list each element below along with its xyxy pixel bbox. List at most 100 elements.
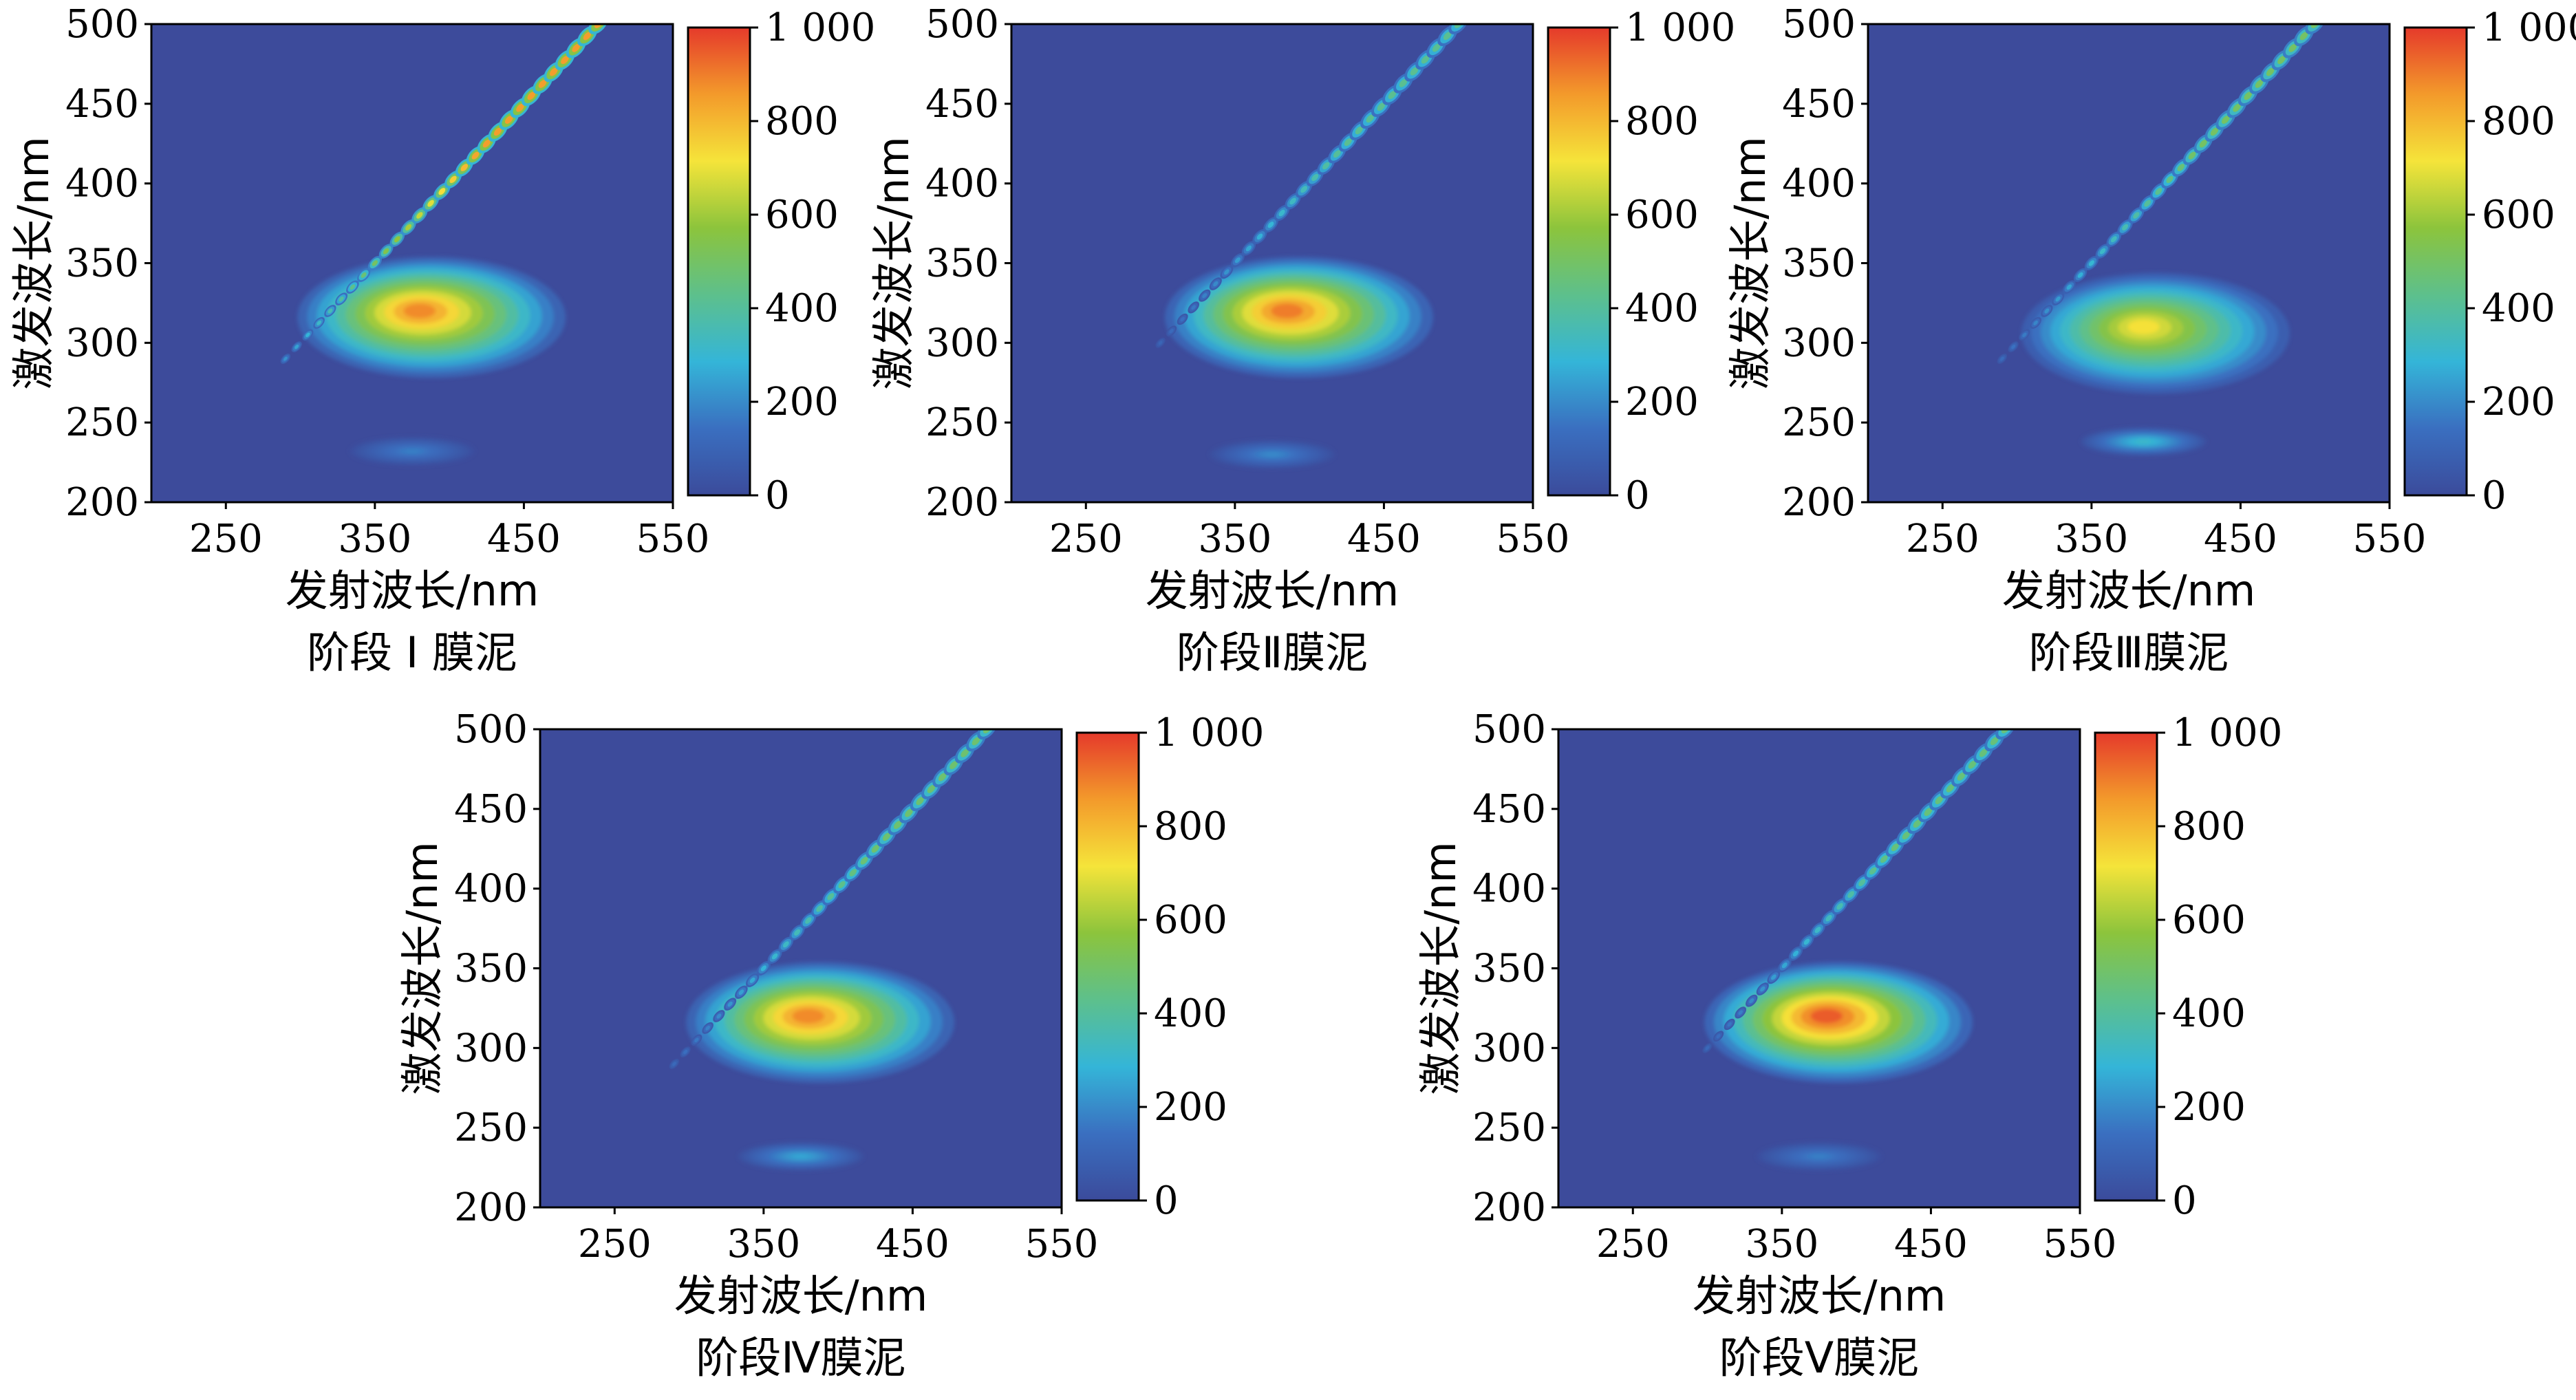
scatter-dot [1448,24,1469,34]
chart-svg: 200 250 300 350 400 450 500 250 350 450 550 发射波长/nm… [1415,707,2282,1383]
x-tick-label: 550 [2043,1222,2117,1267]
colorbar-tick-label: 400 [2482,286,2555,331]
y-tick-label: 200 [1472,1185,1546,1230]
x-tick-label: 550 [1496,517,1570,561]
y-tick-label: 350 [925,241,999,286]
scatter-dot [669,1059,680,1069]
y-tick-label: 400 [1472,867,1546,912]
x-tick-label: 450 [876,1222,949,1267]
scatter-band [1155,24,1469,348]
panel-caption: 阶段Ⅴ膜泥 [1719,1333,1919,1383]
scatter-dot [2073,268,2087,282]
y-tick-label: 300 [1782,321,1856,365]
y-tick-label: 350 [454,947,528,991]
x-tick-label: 550 [636,517,710,561]
scatter-dot [2095,244,2110,259]
scatter-dot [1209,277,1222,290]
x-tick-label: 250 [1049,517,1123,561]
y-tick-label: 350 [65,241,139,286]
chart-svg: 200 250 300 350 400 450 500 250 350 450 550 发射波长/nm… [8,2,875,678]
colorbar-tick-label: 400 [1154,991,1227,1036]
panel-stage-5: 200 250 300 350 400 450 500 250 350 450 550 发射波长/nm… [1407,705,2282,1400]
scatter-dot [2030,316,2041,329]
scatter-dot [1995,729,2016,740]
y-tick-label: 400 [1782,162,1856,206]
scatter-dot [2008,341,2019,352]
x-tick-label: 350 [727,1222,800,1267]
scatter-dot [1274,204,1290,222]
x-tick-label: 550 [1025,1222,1099,1267]
y-tick-label: 300 [454,1026,528,1070]
colorbar-tick-label: 600 [2482,193,2555,237]
scatter-dot [280,354,291,364]
scatter-dot [1263,217,1278,233]
fluorescence-peak [1165,257,1433,378]
x-tick-label: 350 [1198,517,1271,561]
colorbar-tick-label: 0 [2482,473,2507,518]
y-tick-label: 500 [65,2,139,47]
y-tick-label: 450 [1782,82,1856,127]
x-axis-title: 发射波长/nm [2002,566,2256,616]
colorbar-tick-label: 600 [2172,898,2246,943]
y-tick-label: 400 [925,162,999,206]
colorbar-tick-label: 800 [2482,99,2555,144]
panel-caption: 阶段Ⅲ膜泥 [2029,627,2229,678]
scatter-dot [1778,958,1792,973]
scatter-dot [1767,970,1781,984]
x-tick-label: 550 [2353,517,2427,561]
scatter-dot [346,280,359,294]
y-tick-label: 200 [925,480,999,525]
y-tick-label: 500 [1472,707,1546,752]
fluorescence-peak [686,962,955,1084]
scatter-dot [691,1034,702,1046]
scatter-dot [2106,231,2122,247]
fluorescence-peak [1210,440,1335,469]
scatter-dot [389,231,405,247]
y-tick-label: 250 [454,1106,528,1150]
scatter-dot [778,936,794,952]
scatter-dot [1166,325,1177,336]
colorbar-tick-label: 1 000 [1154,711,1264,755]
scatter-dot [1241,241,1256,256]
scatter-dot [767,949,782,964]
panel-caption: 阶段 I 膜泥 [307,627,517,678]
y-tick-label: 500 [925,2,999,47]
colorbar-tick-label: 1 000 [2482,6,2576,50]
y-tick-label: 400 [454,867,528,912]
x-tick-label: 450 [487,517,561,561]
colorbar-tick-label: 200 [1154,1085,1227,1130]
colorbar-tick-label: 0 [765,473,790,518]
x-axis-title: 发射波长/nm [674,1271,928,1321]
y-tick-label: 200 [65,480,139,525]
x-tick-label: 350 [338,517,411,561]
x-tick-label: 450 [2204,517,2277,561]
colorbar-tick-label: 600 [1625,193,1699,237]
colorbar [1075,731,1140,1202]
scatter-dot [1231,253,1245,268]
panel-caption: 阶段Ⅱ膜泥 [1177,627,1368,678]
scatter-dot [745,973,760,987]
x-tick-label: 350 [1745,1222,1818,1267]
fluorescence-peak [2081,427,2207,456]
scatter-dot [713,1010,725,1022]
scatter-dot [1810,922,1825,938]
y-tick-label: 250 [925,400,999,445]
colorbar-tick-label: 400 [765,286,839,331]
colorbar-tick-label: 800 [1154,804,1227,849]
scatter-dot [324,305,336,317]
scatter-dot [2084,256,2099,270]
y-tick-label: 500 [454,707,528,752]
plot-background [1868,24,2390,502]
y-axis-title: 激发波长/nm [397,841,447,1095]
scatter-dot [1285,193,1301,210]
scatter-dot [2041,305,2053,317]
colorbar-tick-label: 600 [765,193,839,237]
scatter-dot [411,207,428,224]
x-tick-label: 450 [1894,1222,1968,1267]
scatter-dot [1821,909,1837,927]
scatter-dot [291,341,302,352]
panel-stage-4: 200 250 300 350 400 450 500 250 350 450 550 发射波长/nm… [389,705,1264,1400]
scatter-dot [1832,898,1848,915]
chart-svg: 200 250 300 350 400 450 500 250 350 450 550 发射波长/nm… [868,2,1735,678]
scatter-dot [367,256,382,270]
